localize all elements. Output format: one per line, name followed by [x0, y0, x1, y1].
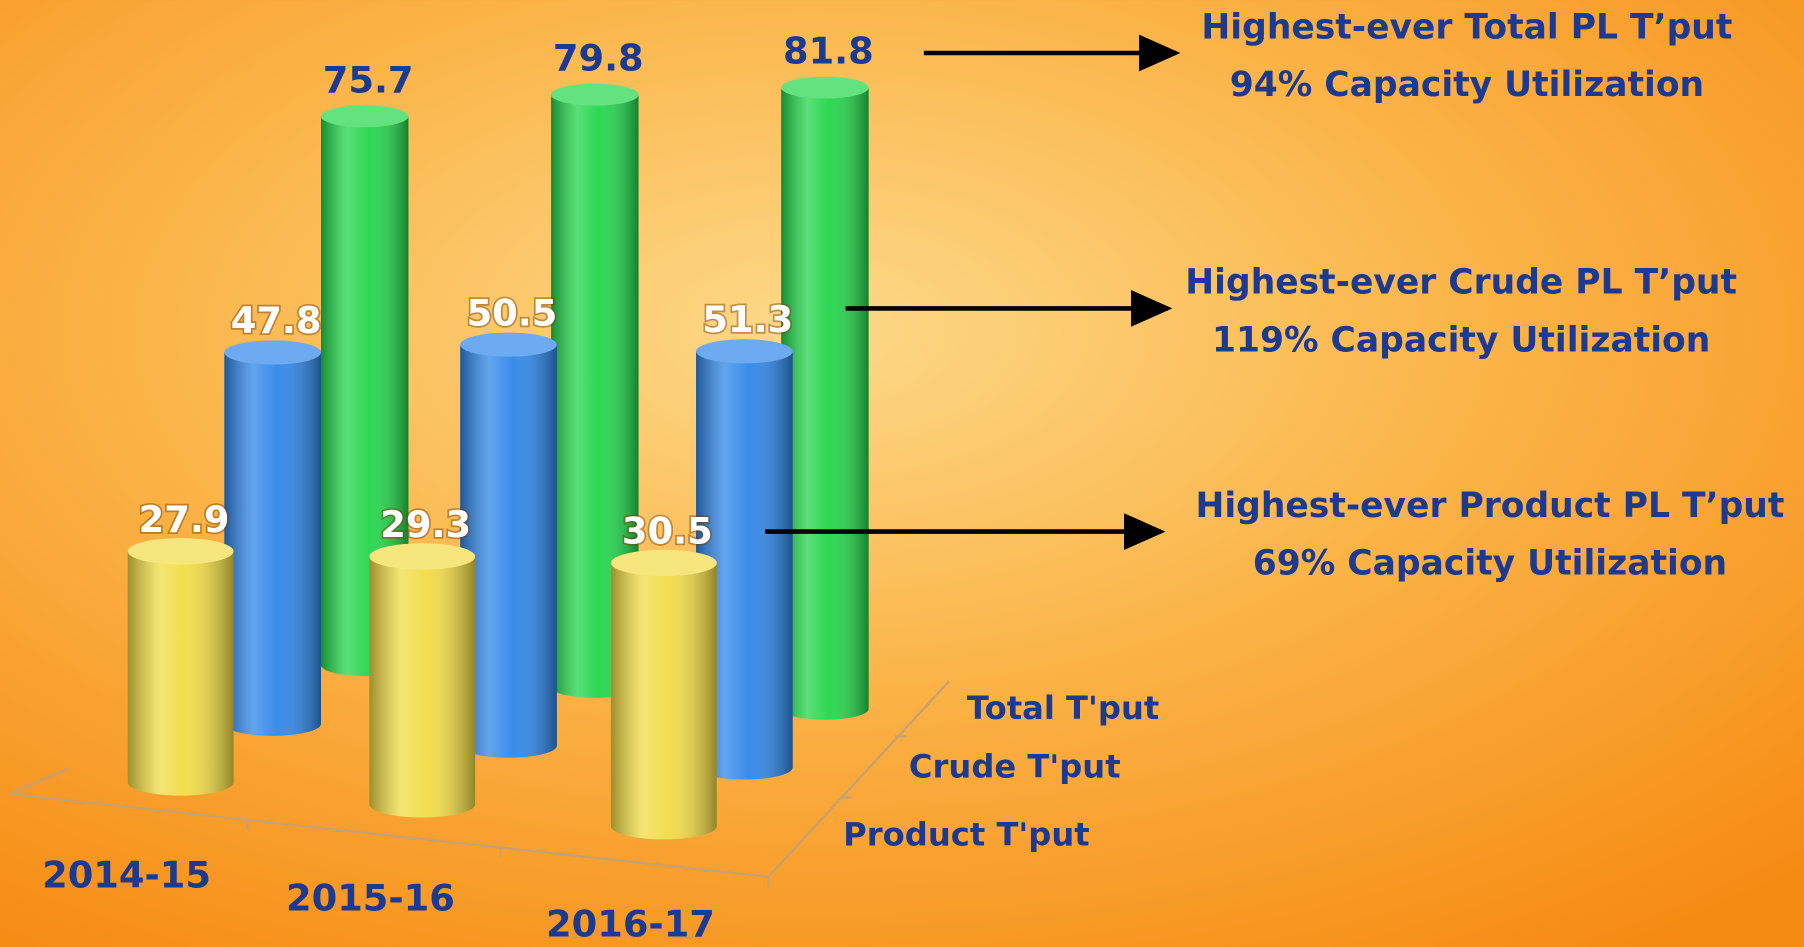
value-label: 75.7 [323, 58, 414, 101]
series-label: Total T'put [967, 689, 1159, 727]
bar-top-shine [696, 339, 793, 363]
value-label: 50.5 [467, 291, 558, 334]
x-tick-label: 2014-15 [42, 853, 211, 896]
bar-shade [128, 551, 234, 795]
value-label: 51.3 [702, 298, 793, 341]
bar-top-shine [611, 550, 717, 576]
bar-top-shine [224, 340, 321, 364]
value-label: 29.3 [380, 503, 471, 546]
annotation: 119% Capacity Utilization [1212, 320, 1710, 360]
annotation: Highest-ever Total PL T’put [1201, 7, 1732, 47]
value-label: 79.8 [553, 37, 644, 80]
bar-top-shine [128, 538, 234, 564]
bar-shade [369, 557, 475, 818]
series-label: Crude T'put [909, 748, 1121, 786]
annotation: 94% Capacity Utilization [1230, 65, 1704, 105]
bar-top-shine [551, 84, 638, 106]
value-label: 27.9 [139, 498, 230, 541]
bar-top-shine [321, 105, 408, 127]
x-tick-label: 2015-16 [286, 876, 455, 919]
value-label: 81.8 [783, 30, 874, 73]
value-label: 47.8 [231, 299, 322, 342]
bar-shade [781, 88, 868, 720]
bar-top-shine [781, 77, 868, 99]
x-tick-label: 2016-17 [546, 903, 715, 946]
annotation: Highest-ever Crude PL T’put [1185, 263, 1737, 303]
chart: 75.7 79.8 81.8 47.8 50.5 51.3 27.9 29.3 30.5 201… [0, 0, 1804, 947]
annotation: 69% Capacity Utilization [1253, 543, 1727, 583]
bar-shade [224, 353, 321, 736]
bar-shade [611, 563, 717, 839]
series-label: Product T'put [843, 815, 1089, 853]
bar-top-shine [460, 333, 557, 357]
value-label: 30.5 [622, 510, 713, 553]
bar-top-shine [369, 543, 475, 569]
annotation: Highest-ever Product PL T’put [1195, 486, 1784, 526]
